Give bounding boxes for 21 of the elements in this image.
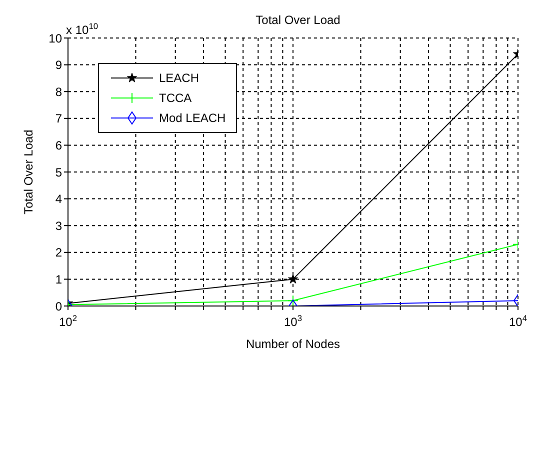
y-tick-label: 6	[55, 138, 62, 152]
y-tick-label: 5	[55, 165, 62, 180]
y-axis-title: Total Over Load	[21, 130, 36, 214]
x-tick-label: 10$^{2}$	[58, 313, 78, 329]
y-tick-label: 1	[55, 272, 62, 286]
x-tick-label: 10$^{4}$	[508, 313, 528, 329]
y-tick-label: 0	[55, 299, 62, 314]
y-tick-label: 4	[55, 192, 62, 206]
y-tick-label: 10	[48, 31, 62, 46]
text: x 10$^{10}$	[66, 21, 98, 37]
chart-title: Total Over Load	[256, 13, 340, 27]
y-tick-label: 3	[55, 218, 62, 233]
legend-label: TCCA	[159, 90, 192, 107]
x-tick-label: 10$^{3}$	[284, 313, 302, 329]
y-tick-label: 7	[55, 112, 62, 126]
legend-label: LEACH	[159, 70, 200, 87]
legend-label: Mod LEACH	[159, 110, 226, 127]
y-tick-label: 9	[55, 58, 62, 72]
y-tick-label: 2	[55, 246, 62, 260]
y-tick-label: 8	[55, 84, 62, 99]
x-axis-title: Number of Nodes	[246, 337, 340, 351]
